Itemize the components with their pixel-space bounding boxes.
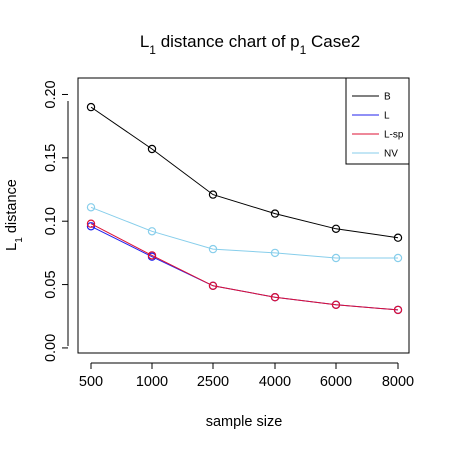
legend-label: NV [384,149,398,160]
y-tick-label: 0.15 [43,144,59,172]
series-l-sp [86,219,403,315]
y-tick-label: 0.00 [43,334,59,362]
x-tick-label: 6000 [320,374,352,390]
legend-box [345,77,410,165]
x-tick-label: 4000 [259,374,291,390]
data-point [270,293,280,302]
x-tick-label: 8000 [382,374,414,390]
data-point [208,190,218,199]
data-point [393,253,403,263]
data-point [331,300,341,309]
data-point [270,248,280,258]
chart-title: L1 distance chart of p1 Case2 [140,32,360,57]
data-point [208,281,218,290]
plot-frame [77,77,410,354]
legend: BL L-sp NV [345,77,410,165]
legend-label: L-sp [384,130,404,141]
series-line [90,106,399,239]
x-tick-label: 500 [79,374,103,390]
y-tick-label: 0.20 [43,80,59,108]
data-point [147,227,157,236]
data-point [208,244,218,254]
legend-label: B [384,92,391,103]
series-layer [86,102,403,315]
data-point [393,233,403,242]
data-point [86,102,96,112]
series-line [90,223,399,311]
data-point [86,219,96,228]
series-b [86,102,403,242]
data-point [86,222,96,231]
data-point [147,144,157,154]
x-axis-ticks: 500 1000 2500 4000 6000 8000 [79,363,414,390]
data-point [86,203,96,212]
series-nv [86,203,403,263]
data-point [331,253,341,263]
y-axis-label: L1 distance [4,179,25,251]
legend-items: BL L-sp NV [352,92,404,160]
data-point [331,224,341,233]
data-point [147,251,157,260]
y-tick-label: 0.05 [43,270,59,298]
y-axis-ticks: 0.00 0.05 0.10 0.15 0.20 [43,80,68,362]
data-point [270,209,280,218]
legend-label: L [384,111,390,122]
y-tick-label: 0.10 [43,207,59,235]
data-point [393,305,403,315]
x-tick-label: 2500 [197,374,229,390]
x-axis-label: sample size [206,414,283,430]
series-line [90,206,398,259]
x-tick-label: 1000 [136,374,168,390]
